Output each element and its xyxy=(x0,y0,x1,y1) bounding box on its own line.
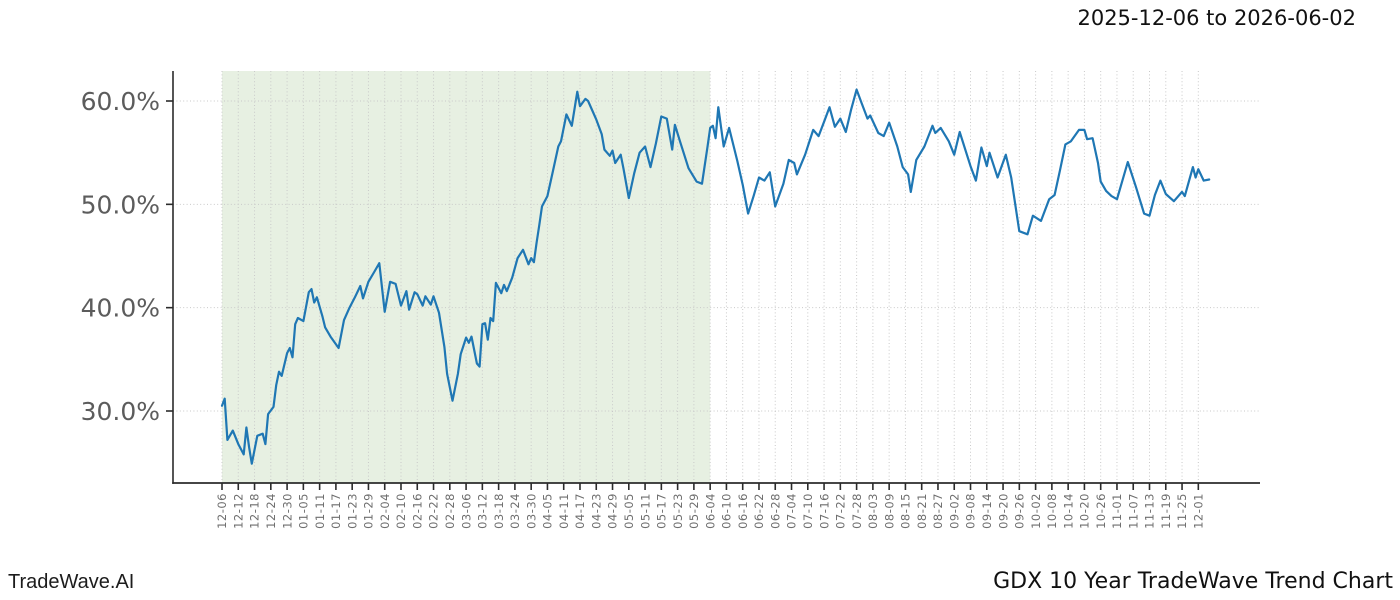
x-tick-label: 01-23 xyxy=(345,493,359,529)
x-tick-label: 01-11 xyxy=(313,493,327,529)
x-tick-label: 06-10 xyxy=(720,493,734,529)
x-tick-label: 12-24 xyxy=(264,493,278,529)
x-tick-label: 09-02 xyxy=(947,493,961,529)
brand-label: TradeWave.AI xyxy=(8,571,135,593)
x-tick-label: 01-05 xyxy=(297,493,311,529)
y-tick-label: 50.0% xyxy=(81,190,160,219)
x-tick-label: 03-24 xyxy=(508,493,522,529)
x-tick-label: 12-06 xyxy=(215,493,229,529)
x-tick-label: 11-13 xyxy=(1143,493,1157,529)
x-tick-label: 10-26 xyxy=(1094,493,1108,529)
x-tick-label: 07-16 xyxy=(817,493,831,529)
x-tick-label: 08-09 xyxy=(882,493,896,529)
x-tick-label: 07-22 xyxy=(834,493,848,529)
x-tick-label: 08-27 xyxy=(931,493,945,529)
x-tick-label: 05-23 xyxy=(671,493,685,529)
x-tick-label: 08-15 xyxy=(899,493,913,529)
x-tick-label: 01-29 xyxy=(362,493,376,529)
x-tick-label: 10-02 xyxy=(1029,493,1043,529)
x-tick-label: 05-11 xyxy=(638,493,652,529)
x-tick-label: 09-14 xyxy=(980,493,994,529)
x-tick-label: 02-04 xyxy=(378,493,392,529)
x-tick-label: 03-30 xyxy=(524,493,538,529)
x-tick-label: 10-14 xyxy=(1061,493,1075,529)
x-tick-label: 07-04 xyxy=(785,493,799,529)
x-tick-label: 03-18 xyxy=(492,493,506,529)
trend-line xyxy=(220,88,1211,465)
x-tick-label: 06-04 xyxy=(703,493,717,529)
x-tick-label: 08-21 xyxy=(915,493,929,529)
x-tick-label: 07-10 xyxy=(801,493,815,529)
x-tick-label: 01-17 xyxy=(329,493,343,529)
x-tick-label: 02-22 xyxy=(427,493,441,529)
x-tick-label: 05-05 xyxy=(622,493,636,529)
x-tick-label: 09-26 xyxy=(1013,493,1027,529)
x-tick-label: 02-10 xyxy=(394,493,408,529)
x-tick-label: 08-03 xyxy=(866,493,880,529)
y-tick-label: 30.0% xyxy=(81,397,160,426)
x-tick-label: 09-08 xyxy=(964,493,978,529)
x-tick-label: 11-01 xyxy=(1110,493,1124,529)
x-tick-label: 09-20 xyxy=(996,493,1010,529)
date-range-title: 2025-12-06 to 2026-06-02 xyxy=(1077,6,1356,30)
x-tick-label: 07-28 xyxy=(850,493,864,529)
x-tick-label: 05-17 xyxy=(655,493,669,529)
x-tick-label: 06-28 xyxy=(768,493,782,529)
x-tick-label: 06-16 xyxy=(736,493,750,529)
x-tick-label: 04-23 xyxy=(589,493,603,529)
y-tick-label: 40.0% xyxy=(81,294,160,323)
x-tick-label: 11-19 xyxy=(1159,493,1173,529)
chart-title: GDX 10 Year TradeWave Trend Chart xyxy=(993,569,1393,594)
x-tick-label: 12-01 xyxy=(1192,493,1206,529)
x-tick-label: 05-29 xyxy=(687,493,701,529)
x-tick-label: 11-07 xyxy=(1126,493,1140,529)
x-tick-label: 12-18 xyxy=(248,493,262,529)
x-tick-label: 03-12 xyxy=(476,493,490,529)
x-tick-label: 04-11 xyxy=(557,493,571,529)
x-tick-label: 11-25 xyxy=(1175,493,1189,529)
axes: 60.0% 50.0% 40.0% 30.0% 12-06 12-12 12-18 12-24… xyxy=(81,71,1260,529)
x-tick-label: 02-28 xyxy=(443,493,457,529)
x-tick-label: 02-16 xyxy=(410,493,424,529)
x-tick-label: 04-05 xyxy=(541,493,555,529)
x-tick-label: 12-12 xyxy=(231,493,245,529)
x-tick-label: 10-08 xyxy=(1045,493,1059,529)
x-tick-label: 10-20 xyxy=(1078,493,1092,529)
x-tick-label: 04-17 xyxy=(573,493,587,529)
x-tick-label: 06-22 xyxy=(752,493,766,529)
x-tick-label: 04-29 xyxy=(606,493,620,529)
x-tick-label: 12-30 xyxy=(280,493,294,529)
x-tick-label: 03-06 xyxy=(459,493,473,529)
y-tick-label: 60.0% xyxy=(81,87,160,116)
